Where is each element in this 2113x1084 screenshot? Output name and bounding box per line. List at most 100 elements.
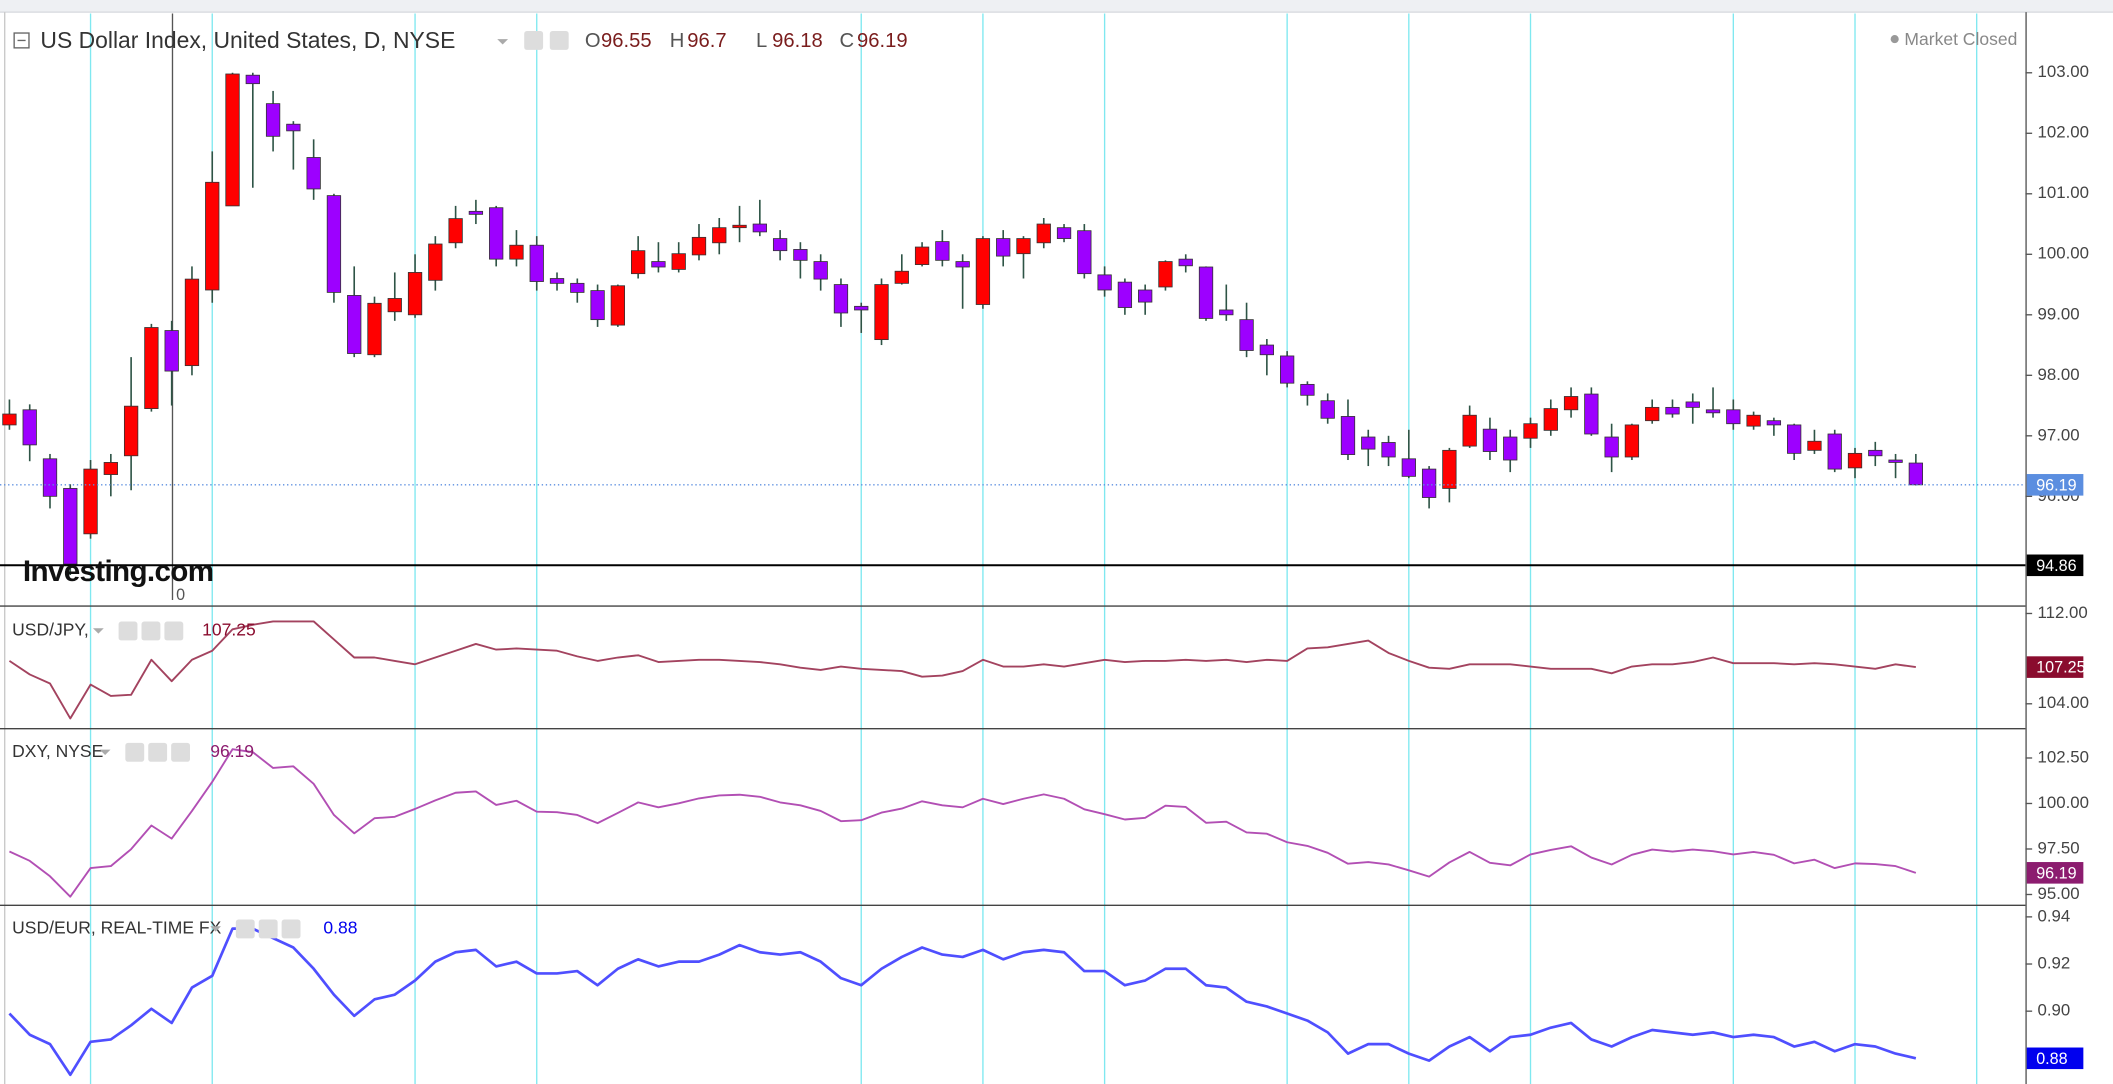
y-tick-label: 0.94 [2038, 906, 2071, 925]
pane-button[interactable] [141, 621, 161, 641]
pane-button[interactable] [118, 621, 138, 641]
price-tag [2026, 1047, 2084, 1070]
candle-body [1503, 436, 1518, 461]
candle-body [914, 246, 930, 265]
candle-body [1827, 433, 1842, 470]
series-line [8, 620, 1916, 720]
pane-value: 107.25 [202, 620, 256, 640]
dropdown-arrow[interactable] [497, 39, 509, 45]
settings-button[interactable] [549, 31, 569, 50]
y-tick-label: 102.50 [2038, 747, 2089, 766]
candle-body [164, 330, 179, 372]
candle-body [1807, 440, 1822, 451]
pane-button[interactable] [281, 919, 301, 939]
candle-body [1117, 281, 1133, 308]
candle-body [1523, 423, 1538, 439]
pane-value: 96.19 [210, 741, 254, 761]
candle-body [1381, 442, 1396, 458]
candle-body [1543, 408, 1558, 431]
candle-body [1645, 406, 1660, 422]
price-tag-label: 107.25 [2036, 659, 2085, 677]
candle-body [1077, 230, 1092, 275]
candle-body [996, 238, 1011, 257]
candle-body [1462, 414, 1477, 447]
candle-body [671, 253, 686, 270]
candle-body [752, 223, 767, 233]
candle-body [1361, 436, 1376, 450]
dropdown-arrow[interactable] [99, 749, 111, 756]
candle-body [1340, 416, 1356, 455]
candle-body [103, 462, 118, 475]
candle-body [1138, 289, 1153, 303]
candle-body [1198, 266, 1214, 319]
y-tick-label: 101.00 [2038, 183, 2089, 202]
price-tag-label: 94.86 [2036, 557, 2076, 575]
candle-body [1421, 468, 1437, 498]
candle-body [1442, 449, 1457, 489]
candle-body [448, 218, 463, 244]
candle-body [549, 278, 565, 284]
candle-body [1847, 452, 1863, 469]
candle-body [955, 261, 970, 268]
price-tag [2026, 862, 2084, 884]
ohlc-value: 96.7 [687, 30, 726, 52]
y-tick-label: 97.00 [2038, 425, 2080, 444]
pane-title: USD/EUR, REAL-TIME FX [12, 918, 222, 938]
candle-body [1036, 223, 1051, 244]
candle-body [83, 468, 98, 535]
candle-body [1604, 436, 1619, 458]
candle-body [306, 157, 321, 190]
candle-body [1016, 238, 1031, 255]
candle-body [712, 227, 727, 244]
collapse-button[interactable] [13, 32, 30, 49]
candle-body [1908, 462, 1923, 486]
candle-body [793, 249, 808, 261]
dropdown-arrow[interactable] [210, 926, 222, 932]
candle-body [1624, 424, 1640, 458]
pane-button[interactable] [148, 742, 168, 762]
candle-body [894, 270, 909, 284]
candle-body [1097, 274, 1112, 291]
y-tick-label: 0.90 [2038, 1001, 2071, 1020]
pane-button[interactable] [125, 742, 145, 762]
candle-body [631, 250, 646, 275]
price-tag [2026, 656, 2084, 678]
candle-body [2, 413, 17, 426]
y-tick-label: 104.00 [2038, 693, 2089, 712]
candle-body [1746, 414, 1761, 427]
dropdown-arrow[interactable] [92, 628, 104, 634]
pane-button[interactable] [164, 621, 184, 641]
candle-body [225, 73, 240, 207]
candle-body [468, 210, 484, 215]
y-tick-label: 0.92 [2038, 953, 2071, 972]
candle-body [1563, 396, 1579, 411]
candle-body [1401, 458, 1416, 477]
series-line [9, 748, 1917, 898]
pane-title: USD/JPY, [12, 620, 89, 640]
candle-body [1685, 401, 1700, 408]
ohlc-label: H [670, 30, 685, 52]
candle-body [833, 284, 849, 314]
candle-body [509, 244, 524, 260]
y-tick-label: 100.00 [2038, 244, 2089, 263]
candle-body [347, 295, 362, 354]
pane-button[interactable] [171, 742, 191, 762]
candle-body [772, 238, 788, 252]
candle-body [854, 305, 869, 311]
visibility-button[interactable] [524, 31, 544, 50]
pane-button[interactable] [258, 919, 278, 939]
candle-body [1726, 409, 1741, 425]
ohlc-label: O [585, 30, 601, 52]
candle-body [1482, 428, 1498, 452]
pane-button[interactable] [235, 919, 255, 939]
candle-body [975, 238, 991, 305]
candle-body [651, 261, 666, 268]
candle-body [286, 123, 301, 132]
watermark: Investing.com [23, 555, 213, 588]
candle-body [874, 284, 889, 341]
candle-body [1279, 355, 1295, 384]
candle-body [1584, 393, 1599, 435]
